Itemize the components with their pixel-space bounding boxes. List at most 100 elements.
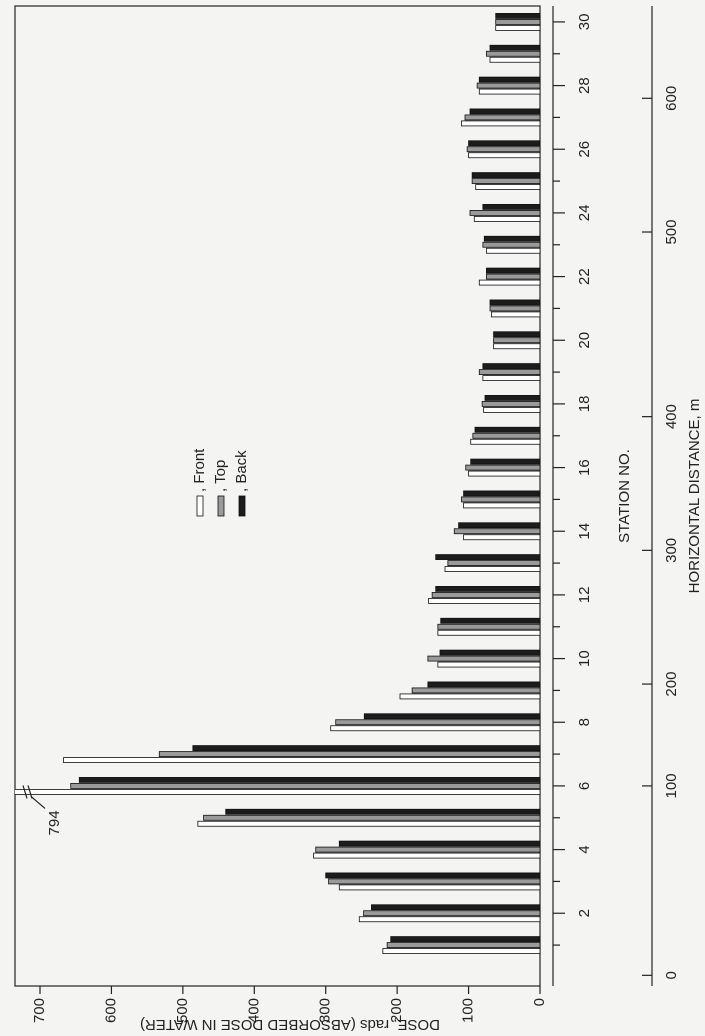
bar	[475, 184, 541, 190]
bar	[463, 490, 541, 497]
bar	[489, 56, 541, 63]
bar	[435, 586, 541, 592]
y-tick-label: 600	[102, 998, 119, 1023]
bar	[437, 629, 541, 636]
bar	[493, 337, 541, 344]
bar	[489, 299, 541, 306]
bar	[473, 216, 541, 222]
bar	[478, 88, 541, 95]
legend-label: , Top	[212, 460, 229, 492]
x-tick-label: 30	[576, 14, 593, 31]
x-tick-label: 22	[576, 268, 593, 285]
bar	[444, 566, 541, 572]
bar	[469, 108, 541, 115]
y-tick-label: 400	[245, 998, 262, 1023]
bar	[495, 19, 541, 25]
bar	[158, 751, 541, 757]
bar	[328, 878, 541, 885]
bar	[371, 904, 541, 911]
bar	[489, 44, 541, 51]
bar	[428, 598, 541, 604]
leader-line	[30, 795, 46, 809]
bar	[192, 745, 541, 751]
bar	[483, 407, 541, 413]
bar	[78, 777, 541, 783]
y-tick-label: 500	[174, 998, 191, 1023]
distance-tick-label: 300	[663, 538, 680, 563]
x-tick-label: 8	[576, 718, 593, 726]
bar	[437, 623, 541, 630]
bar	[486, 273, 541, 280]
bar	[486, 50, 541, 57]
bar	[470, 458, 541, 465]
x-axis-title: STATION NO.	[616, 449, 633, 543]
distance-tick-label: 200	[663, 672, 680, 697]
bar	[437, 661, 541, 668]
y-tick-label: 0	[531, 998, 548, 1006]
x-tick-label: 28	[576, 77, 593, 94]
bar	[470, 438, 541, 445]
bar	[325, 872, 541, 879]
bar	[493, 343, 541, 350]
bar	[386, 942, 541, 948]
bar	[338, 884, 541, 891]
distance-axis-title: HORIZONTAL DISTANCE, m	[686, 399, 703, 594]
bar	[315, 846, 541, 853]
bar	[486, 247, 541, 254]
bar	[363, 910, 541, 917]
bar	[471, 172, 541, 178]
bar	[482, 204, 541, 210]
bar	[468, 470, 541, 477]
bar	[482, 375, 541, 381]
bar	[486, 267, 541, 274]
bar	[478, 76, 541, 83]
bar	[338, 840, 541, 847]
legend-swatch	[196, 495, 204, 517]
bar	[440, 617, 541, 624]
bar	[435, 554, 541, 560]
x-tick-label: 10	[576, 650, 593, 667]
bar	[474, 426, 541, 433]
bar	[495, 25, 541, 31]
x-tick-label: 20	[576, 332, 593, 349]
bar	[203, 814, 541, 821]
value-label: 794	[46, 810, 63, 835]
bar	[447, 560, 541, 566]
bar	[478, 369, 541, 375]
bar	[63, 757, 541, 763]
x-tick-label: 16	[576, 459, 593, 476]
distance-tick-label: 100	[663, 773, 680, 798]
y-tick-label: 100	[460, 998, 477, 1023]
x-tick-label: 14	[576, 523, 593, 540]
bar	[472, 432, 541, 439]
distance-tick-label: 400	[663, 404, 680, 429]
bar	[466, 146, 541, 153]
bar	[358, 916, 541, 923]
bar	[411, 687, 541, 694]
bar	[489, 305, 541, 312]
bar	[468, 152, 541, 159]
bar	[427, 655, 541, 662]
bar	[399, 693, 541, 700]
x-tick-label: 24	[576, 205, 593, 222]
bar	[491, 311, 541, 318]
bar	[363, 713, 541, 720]
bar	[478, 279, 541, 286]
bar	[390, 936, 541, 942]
distance-tick-label: 600	[663, 86, 680, 111]
legend-label: , Front	[191, 448, 208, 492]
bar	[465, 464, 541, 471]
plot-frame	[14, 5, 541, 987]
bar	[439, 649, 541, 656]
bar	[431, 592, 541, 598]
bar	[483, 235, 541, 242]
bar	[458, 522, 541, 529]
bar	[481, 401, 541, 407]
bar	[15, 789, 541, 795]
bar	[476, 82, 541, 89]
bar	[463, 534, 541, 541]
bar	[482, 363, 541, 369]
bar	[495, 13, 541, 19]
